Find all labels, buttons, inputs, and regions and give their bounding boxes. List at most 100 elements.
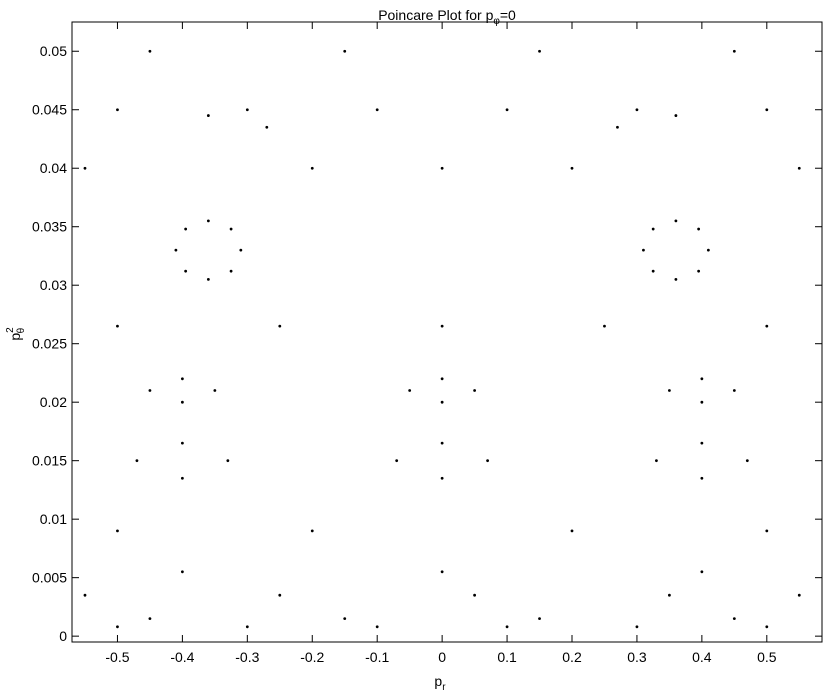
point [440,476,444,480]
point [538,49,541,53]
point [83,593,87,597]
point [797,593,801,597]
point [505,625,509,629]
point [700,377,704,381]
point [184,227,188,231]
y-tick-label: 0.05 [40,43,67,59]
point [116,108,119,112]
point [180,400,184,404]
point [668,593,671,597]
x-tick-label: -0.2 [300,649,324,665]
point [570,529,574,533]
point [635,625,639,629]
point [226,459,230,463]
point [206,277,210,281]
point [229,227,233,231]
point [603,324,606,328]
x-tick-label: 0.2 [562,649,582,665]
point [674,219,678,223]
point [116,625,119,629]
point [343,617,347,621]
point [651,269,655,273]
point [732,617,736,621]
x-tick-label: -0.5 [105,649,129,665]
point [206,219,210,223]
point [765,108,769,112]
point [239,248,243,252]
point [148,389,152,392]
x-tick-label: -0.4 [170,649,194,665]
y-tick-label: 0.04 [40,160,67,176]
point [245,625,249,629]
y-tick-label: 0.025 [32,336,67,352]
point [706,248,710,252]
point [213,389,217,392]
point [697,227,701,231]
point [310,166,314,170]
x-axis-label: pr [434,673,446,693]
y-tick-label: 0.02 [40,394,67,410]
x-tick-label: 0.3 [627,649,647,665]
point [395,459,399,463]
y-tick-label: 0 [59,628,67,644]
point [180,377,184,381]
point [375,625,379,629]
point [538,617,541,621]
point [440,166,444,170]
point [135,459,139,463]
point [440,400,444,404]
point [174,248,178,252]
x-tick-label: 0.5 [757,649,777,665]
point [375,108,379,112]
point [148,49,152,53]
x-tick-label: -0.3 [235,649,259,665]
point [245,108,249,112]
point [655,459,658,463]
point [797,166,801,170]
point [116,529,119,533]
point [278,593,282,597]
point [635,108,639,112]
point [265,125,269,129]
x-tick-label: 0 [438,649,446,665]
plot-frame [71,21,823,643]
point [700,441,704,445]
point [440,570,444,574]
y-tick-label: 0.005 [32,570,67,586]
point [116,324,119,328]
y-tick-label: 0.01 [40,511,67,527]
point [310,529,314,533]
point [668,389,671,392]
point [570,166,574,170]
point [473,593,476,597]
point [473,389,476,392]
point [486,459,489,463]
point [505,108,509,112]
point [408,389,412,392]
point [180,441,184,445]
point [732,389,736,392]
point [697,269,701,273]
point [700,400,704,404]
point [674,114,678,117]
point [440,377,444,381]
x-tick-label: -0.1 [365,649,389,665]
point [278,324,282,328]
y-tick-label: 0.045 [32,102,67,118]
point [184,269,188,273]
y-tick-label: 0.03 [40,277,67,293]
y-tick-label: 0.035 [32,219,67,235]
point [229,269,233,273]
y-axis-label: p2θ [5,327,27,341]
point [651,227,655,231]
point [206,114,210,117]
point [616,125,619,129]
point [83,166,87,170]
x-tick-label: 0.1 [497,649,517,665]
point [700,570,704,574]
point [343,49,347,53]
point [700,476,704,480]
point [180,570,184,574]
